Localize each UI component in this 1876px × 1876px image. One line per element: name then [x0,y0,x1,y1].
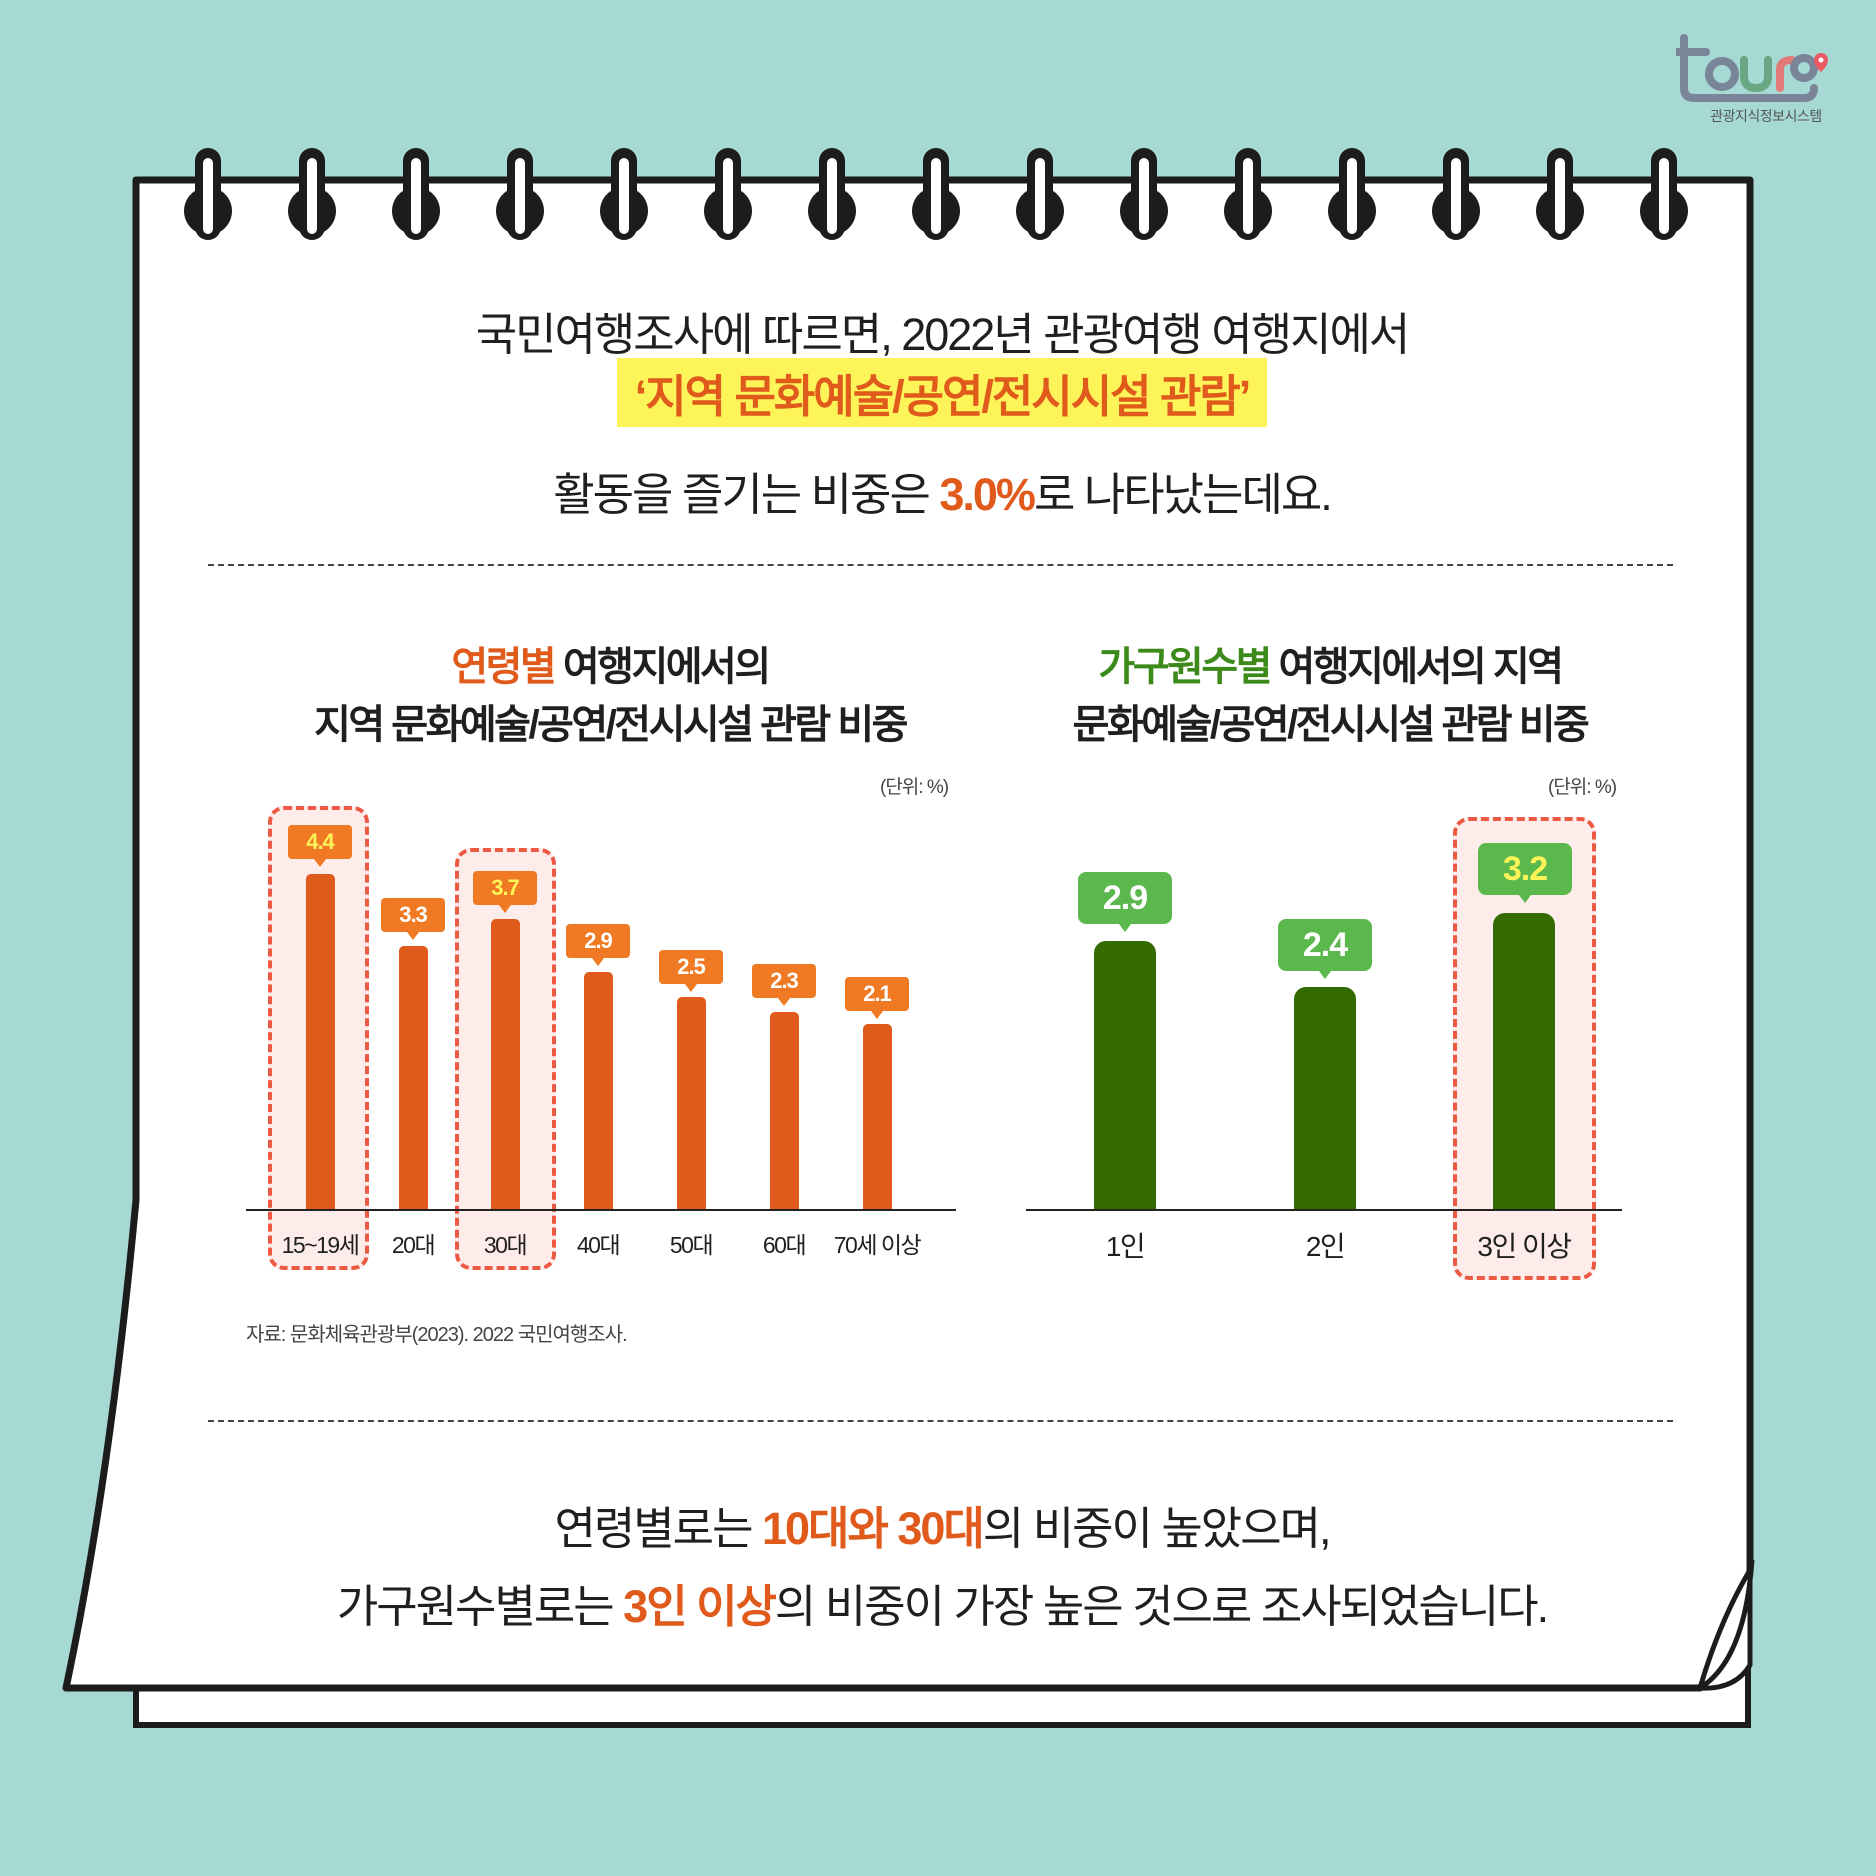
divider-top [208,564,1673,566]
value-label-70plus: 2.1 [845,977,909,1019]
value-label-60s: 2.3 [752,964,816,1006]
value-label-2-person: 2.4 [1278,919,1372,979]
bar-15-19 [306,874,335,1210]
summary-accent-age: 10대와 30대 [761,1503,985,1554]
logo-caption: 관광지식정보시스템 [1710,108,1822,124]
spiral-rings [184,148,1688,240]
intro-line-3: 활동을 즐기는 비중은 3.0%로 나타났는데요. [553,469,1332,520]
bar-3plus-person [1493,913,1555,1210]
summary-accent-household: 3인 이상 [623,1581,777,1632]
summary-line-1: 연령별로는 10대와 30대의 비중이 높았으며, [554,1503,1331,1554]
age-chart-title: 연령별 여행지에서의 지역 문화예술/공연/전시시설 관람 비중 [314,645,908,747]
x-label-1-person: 1인 [1105,1231,1146,1262]
age-chart-unit: (단위: %) [880,777,949,798]
source-note: 자료: 문화체육관광부(2023). 2022 국민여행조사. [246,1324,628,1346]
x-label-40s: 40대 [576,1232,621,1258]
bar-50s [677,997,706,1210]
x-label-60s: 60대 [762,1232,807,1258]
bar-40s [584,972,613,1210]
x-label-70plus: 70세 이상 [833,1232,922,1258]
household-chart-baseline [1026,1209,1622,1211]
household-chart-unit: (단위: %) [1548,777,1617,798]
bar-60s [770,1012,799,1210]
bar-30s [491,919,520,1210]
x-label-3plus-person: 3인 이상 [1477,1231,1572,1262]
value-label-15-19: 4.4 [288,825,352,867]
value-label-3plus-person: 3.2 [1478,843,1572,903]
summary-line-2: 가구원수별로는 3인 이상의 비중이 가장 높은 것으로 조사되었습니다. [336,1581,1549,1632]
value-label-40s: 2.9 [566,924,630,966]
bar-20s [399,946,428,1210]
x-label-50s: 50대 [669,1232,714,1258]
age-chart-baseline [246,1209,956,1211]
value-label-50s: 2.5 [659,950,723,992]
tourg-logo [1672,30,1836,130]
value-label-20s: 3.3 [381,898,445,940]
x-label-20s: 20대 [391,1232,436,1258]
divider-bottom [208,1420,1673,1422]
intro-line-1: 국민여행조사에 따르면, 2022년 관광여행 여행지에서 [475,309,1411,360]
bar-2-person [1294,987,1356,1210]
overall-share-value: 3.0% [939,469,1036,520]
bar-70plus [863,1024,892,1210]
x-label-15-19: 15~19세 [281,1232,360,1258]
household-chart-title: 가구원수별 여행지에서의 지역 문화예술/공연/전시시설 관람 비중 [1072,645,1590,747]
value-label-30s: 3.7 [473,871,537,913]
highlight-activity: ‘지역 문화예술/공연/전시시설 관람’ [616,358,1268,427]
bar-1-person [1094,941,1156,1210]
value-label-1-person: 2.9 [1078,872,1172,932]
intro-highlight-line: ‘지역 문화예술/공연/전시시설 관람’ [133,358,1751,427]
x-label-30s: 30대 [483,1232,528,1258]
x-label-2-person: 2인 [1305,1231,1346,1262]
